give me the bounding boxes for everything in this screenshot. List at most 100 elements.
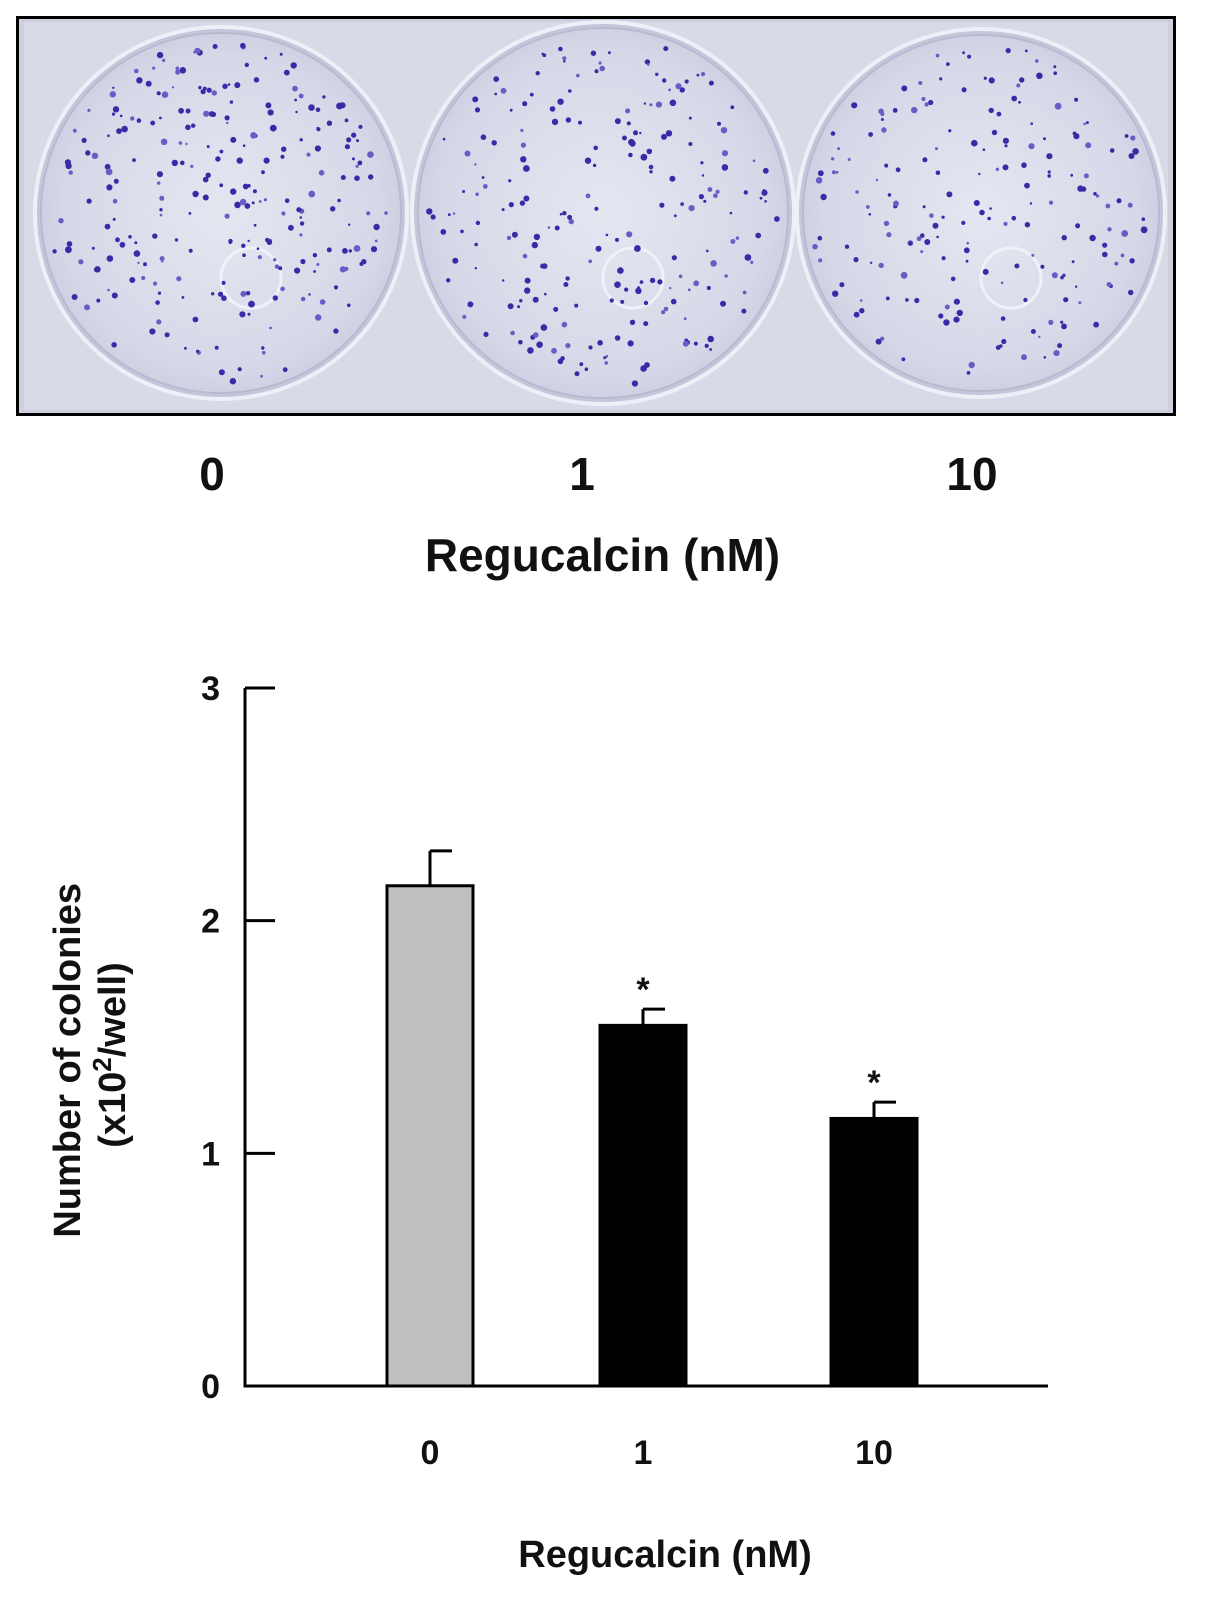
colony-dot [979, 209, 985, 216]
colony-dot [1053, 350, 1060, 357]
colony-dot [234, 201, 241, 209]
colony-dot [81, 137, 87, 143]
colony-dot [657, 279, 663, 285]
colony-dot [643, 321, 649, 327]
colony-dot [953, 316, 960, 323]
colony-dot [1036, 72, 1043, 80]
y-tick-label: 2 [201, 903, 220, 941]
colony-dot [818, 258, 823, 263]
colony-dot [996, 111, 1002, 117]
colony-dot [52, 249, 57, 254]
colony-dot [1047, 174, 1051, 178]
colony-dot [639, 131, 642, 135]
colony-dot [542, 53, 547, 58]
colony-dot [999, 344, 1003, 348]
colony-dot [710, 260, 717, 267]
colony-dot [568, 89, 572, 93]
colony-dot [943, 319, 950, 326]
colony-dot [592, 163, 597, 168]
colony-dot [989, 207, 992, 210]
colony-dot [205, 172, 211, 178]
colony-dot [1054, 102, 1062, 110]
colony-dot [128, 235, 132, 239]
colony-dot [1047, 170, 1051, 174]
colony-dot [1071, 260, 1075, 264]
colony-dot [1060, 320, 1064, 324]
colony-dot [1075, 223, 1081, 229]
colony-dot [901, 85, 908, 92]
colony-dot [599, 65, 605, 72]
colony-dot [298, 93, 304, 99]
x-tick-label: 1 [634, 1434, 653, 1472]
colony-dot [609, 298, 614, 303]
colony-dot [200, 89, 206, 95]
colony-dot [549, 106, 556, 112]
colony-dot [294, 267, 301, 274]
photo-frame [16, 16, 1176, 416]
colony-dot [941, 215, 945, 219]
colony-dot [446, 278, 451, 283]
colony-dot [655, 72, 659, 76]
colony-dot [595, 245, 602, 252]
colony-dot [730, 105, 735, 110]
colony-dot [84, 304, 90, 311]
colony-dot [717, 121, 721, 126]
colony-dot [920, 250, 924, 254]
colony-dot [374, 239, 378, 243]
dish-label-1: 1 [569, 448, 595, 500]
colony-dot [523, 195, 530, 202]
colony-dot [358, 124, 363, 129]
colony-dot [720, 300, 726, 307]
colony-dot [210, 111, 217, 118]
colony-dot [239, 198, 247, 206]
colony-dot [817, 170, 824, 177]
colony-dot [261, 346, 265, 350]
colony-dot [474, 107, 481, 113]
colony-dot [1075, 285, 1078, 288]
colony-dot [500, 87, 507, 94]
colony-dot [1132, 148, 1139, 155]
colony-dot [191, 123, 196, 128]
colony-dot [721, 164, 729, 171]
colony-dot [78, 259, 84, 265]
colony-dot [901, 357, 906, 362]
colony-dot [752, 159, 756, 163]
colony-dot [96, 298, 101, 303]
colony-dot [184, 346, 187, 350]
colony-dot [567, 214, 573, 220]
colony-dot [875, 178, 879, 182]
colony-dot [1038, 335, 1041, 339]
colony-dot [1127, 202, 1133, 208]
colony-dot [265, 102, 272, 109]
colony-dot [284, 198, 290, 203]
colony-dot [68, 170, 73, 175]
colony-dot [109, 91, 117, 98]
colony-dot [742, 290, 747, 295]
colony-dot [522, 101, 528, 107]
colony-dot [483, 331, 489, 337]
colony-dot [344, 118, 349, 123]
colony-dot [743, 190, 748, 195]
colony-dot [1046, 153, 1053, 160]
colony-dot [322, 95, 326, 99]
colony-dot [878, 262, 884, 269]
colony-dot [967, 54, 972, 59]
colony-dot [661, 310, 666, 315]
colony-dot [153, 281, 158, 286]
colony-dot [218, 369, 225, 376]
colony-dot [594, 206, 599, 211]
colony-dot [281, 146, 287, 152]
colony-dot [540, 324, 548, 331]
colony-dot [922, 157, 928, 163]
colony-dot [541, 263, 548, 269]
colony-dot [337, 198, 341, 203]
colony-dot [963, 247, 970, 254]
colony-dot [113, 178, 119, 184]
colony-dot [1080, 186, 1087, 192]
colony-dot [624, 287, 629, 292]
colony-dot [159, 208, 163, 212]
colony-dot [219, 183, 224, 188]
colony-dot [1070, 173, 1074, 177]
colony-dot [248, 300, 255, 308]
colony-dot [94, 266, 101, 273]
